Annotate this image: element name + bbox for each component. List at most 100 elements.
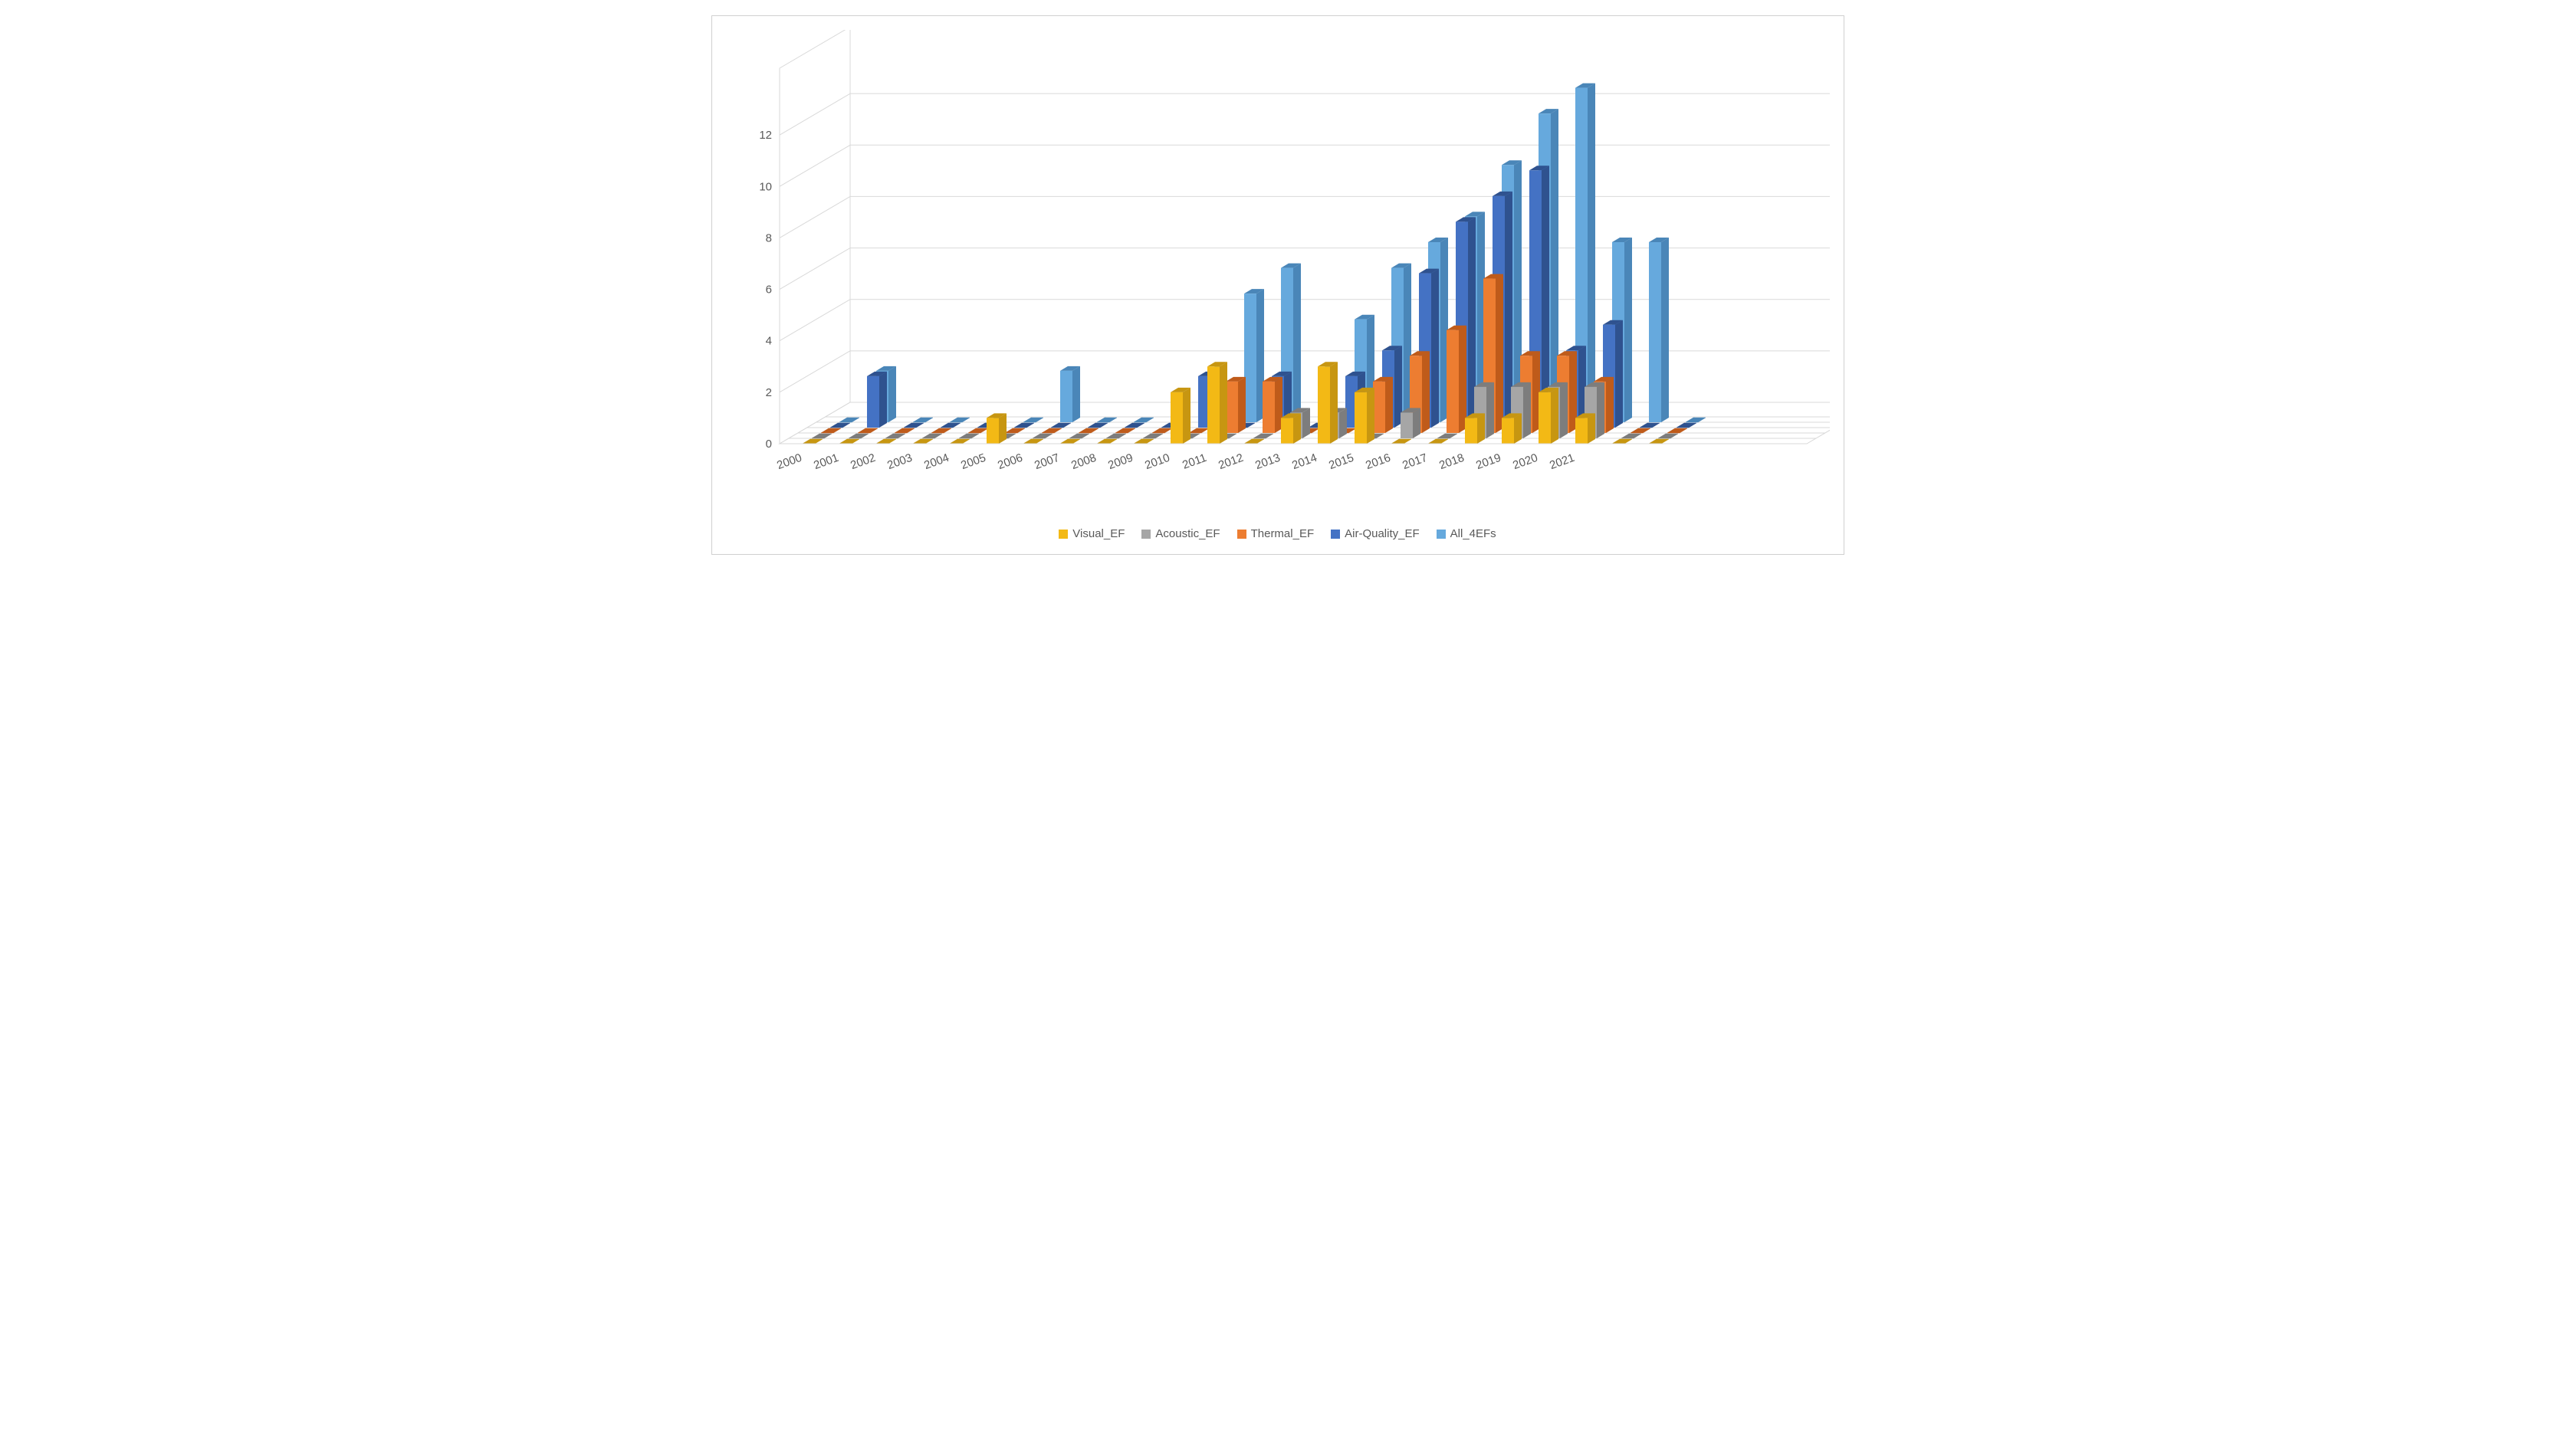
- bar-front: [1226, 382, 1238, 433]
- x-tick-label: 2019: [1474, 451, 1502, 472]
- legend-swatch: [1141, 530, 1151, 539]
- legend: Visual_EF Acoustic_EF Thermal_EF Air-Qualit…: [726, 527, 1830, 540]
- bar-front: [1060, 371, 1072, 422]
- bar-side: [999, 413, 1007, 444]
- bar-front: [1465, 418, 1477, 444]
- bar-front: [1649, 242, 1661, 422]
- x-tick-label: 2009: [1106, 451, 1135, 472]
- x-tick-label: 2015: [1327, 451, 1355, 472]
- bar-side: [888, 366, 896, 422]
- legend-item: Thermal_EF: [1237, 527, 1315, 540]
- legend-swatch: [1059, 530, 1068, 539]
- chart-svg: 0 2 4 6 8 10 12 2000 2001 2002 2003 2004 2005 2006 200…: [726, 30, 1830, 505]
- bar-side: [1560, 382, 1568, 438]
- legend-swatch: [1331, 530, 1340, 539]
- y-tick-label: 2: [765, 386, 771, 399]
- bar-front: [1539, 392, 1551, 444]
- bar-front: [1575, 418, 1588, 444]
- bar-front: [1502, 418, 1514, 444]
- bar-front: [1207, 366, 1220, 444]
- bar-front: [867, 376, 879, 428]
- bar-front: [1355, 392, 1367, 444]
- x-tick-label: 2014: [1290, 451, 1319, 472]
- back-wall: [850, 30, 1830, 402]
- x-tick-label: 2021: [1548, 451, 1576, 472]
- x-tick-label: 2008: [1069, 451, 1098, 472]
- bar-side: [1367, 388, 1374, 444]
- y-tick-label: 6: [765, 284, 771, 297]
- x-tick-label: 2000: [775, 451, 803, 472]
- bar-side: [1431, 269, 1439, 428]
- bar-side: [1606, 377, 1614, 433]
- legend-item: Visual_EF: [1059, 527, 1125, 540]
- legend-label: Thermal_EF: [1251, 527, 1315, 540]
- bar-side: [1293, 413, 1301, 444]
- bar-side: [1597, 382, 1604, 438]
- bar-side: [1330, 362, 1338, 444]
- bar-front: [1447, 330, 1459, 433]
- bar-side: [1661, 238, 1669, 422]
- bar-front: [1373, 382, 1385, 433]
- legend-label: Visual_EF: [1072, 527, 1125, 540]
- bar-side: [1422, 351, 1430, 433]
- legend-label: All_4EFs: [1450, 527, 1496, 540]
- bar-side: [1302, 408, 1310, 438]
- bar-side: [1523, 382, 1531, 438]
- legend-item: Air-Quality_EF: [1331, 527, 1420, 540]
- bar-side: [1588, 413, 1595, 444]
- chart-plot-area: 0 2 4 6 8 10 12 2000 2001 2002 2003 2004 2005 2006 200…: [726, 30, 1830, 509]
- bar-front: [1318, 366, 1330, 444]
- y-tick-label: 8: [765, 231, 771, 244]
- bar-side: [1238, 377, 1246, 433]
- x-tick-label: 2006: [996, 451, 1024, 472]
- bar-side: [879, 372, 887, 428]
- bar-side: [1615, 320, 1623, 428]
- bar-side: [1385, 377, 1393, 433]
- legend-label: Air-Quality_EF: [1345, 527, 1420, 540]
- x-tick-label: 2003: [885, 451, 914, 472]
- x-tick-label: 2004: [922, 451, 951, 472]
- legend-item: All_4EFs: [1437, 527, 1496, 540]
- bar-side: [1551, 388, 1558, 444]
- x-tick-label: 2011: [1181, 451, 1208, 472]
- bar-side: [1220, 362, 1227, 444]
- bar-front: [1244, 293, 1256, 422]
- y-tick-label: 4: [765, 335, 771, 348]
- bar-side: [1588, 84, 1595, 422]
- x-tick-label: 2018: [1437, 451, 1466, 472]
- side-wall: [780, 30, 850, 444]
- x-tick-label: 2012: [1217, 451, 1245, 472]
- bar-front: [1281, 418, 1293, 444]
- bar-side: [1514, 413, 1522, 444]
- bar-side: [1413, 408, 1420, 438]
- bar-side: [1477, 413, 1485, 444]
- x-tick-label: 2010: [1143, 451, 1171, 472]
- x-tick-label: 2017: [1401, 451, 1429, 472]
- y-tick-label: 10: [759, 180, 772, 193]
- x-tick-label: 2001: [812, 451, 840, 472]
- x-tick-label: 2002: [849, 451, 877, 472]
- bar-side: [1486, 382, 1494, 438]
- y-tick-label: 0: [765, 438, 771, 451]
- legend-label: Acoustic_EF: [1155, 527, 1220, 540]
- legend-item: Acoustic_EF: [1141, 527, 1220, 540]
- bar-side: [1459, 326, 1466, 433]
- bar-side: [1624, 238, 1632, 422]
- x-tick-label: 2005: [959, 451, 987, 472]
- bar-side: [1339, 408, 1347, 438]
- bar-front: [1171, 392, 1183, 444]
- x-tick-label: 2013: [1253, 451, 1282, 472]
- x-tick-label: 2007: [1033, 451, 1061, 472]
- bar-front: [1263, 382, 1275, 433]
- x-tick-label: 2016: [1364, 451, 1392, 472]
- y-tick-label: 12: [759, 129, 772, 142]
- bar-side: [1496, 274, 1503, 433]
- legend-swatch: [1437, 530, 1446, 539]
- chart-container: 0 2 4 6 8 10 12 2000 2001 2002 2003 2004 2005 2006 200…: [711, 15, 1844, 555]
- x-tick-label: 2020: [1511, 451, 1539, 472]
- legend-swatch: [1237, 530, 1246, 539]
- bar-side: [1293, 264, 1301, 422]
- bar-side: [1072, 366, 1080, 422]
- bar-side: [1183, 388, 1190, 444]
- bar-front: [987, 418, 999, 444]
